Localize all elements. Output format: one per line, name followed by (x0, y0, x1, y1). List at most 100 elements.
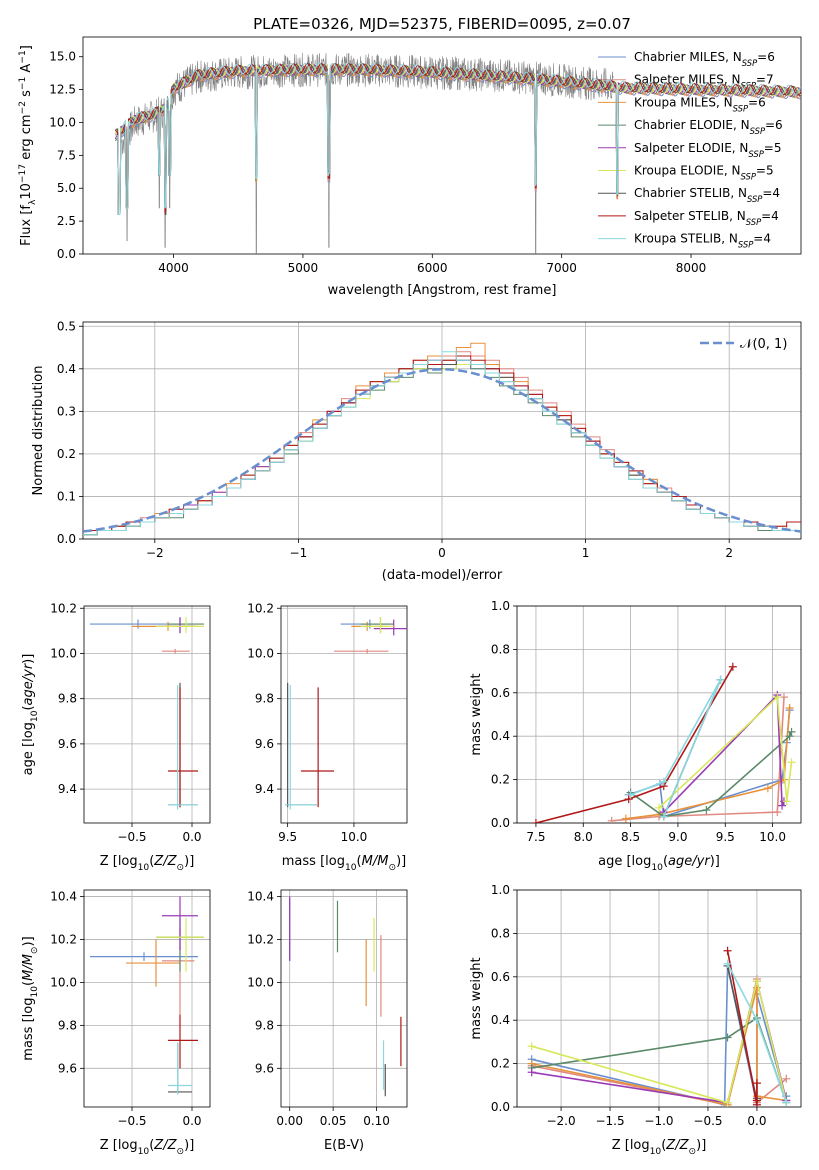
weight-marker (702, 805, 711, 814)
y-tick-label: 10.4 (50, 889, 77, 903)
y-tick-label: 10.0 (50, 646, 77, 660)
x-tick-label: 8.5 (621, 830, 640, 844)
x-axis-label: age [log10(age/yr)] (598, 854, 720, 873)
y-tick-label: 7.5 (57, 148, 76, 162)
weight-line (630, 731, 793, 818)
weight-marker (778, 801, 787, 810)
legend-entry: Kroupa STELIB, NSSP=4 (634, 232, 771, 250)
y-tick-label: 0.2 (57, 447, 76, 461)
weight-marker (659, 777, 668, 786)
weight-marker (752, 1096, 761, 1105)
x-tick-label: −1 (290, 546, 308, 560)
weight-marker (782, 797, 791, 806)
x-tick-label: −0.5 (117, 1114, 146, 1128)
x-tick-label: 0.10 (363, 1114, 390, 1128)
weight-marker (782, 1074, 791, 1083)
weight-marker (787, 758, 796, 767)
y-tick-label: 0.0 (491, 816, 510, 830)
y-tick-label: 0.4 (57, 362, 76, 376)
weight-line (630, 679, 722, 817)
y-tick-label: 9.4 (58, 782, 77, 796)
weight-marker (763, 784, 772, 793)
age-vs-z-frame (83, 605, 211, 824)
x-axis-label: wavelength [Angstrom, rest frame] (328, 283, 557, 298)
weight-vs-z-axes: −2.0 −1.5 −1.0 −0.5 0.0 0.0 0.2 0.4 0.6 0.8 1.0 Z [… (469, 883, 802, 1157)
weight-vs-age-plot (531, 662, 796, 823)
weight-marker (723, 1098, 732, 1107)
y-tick-label: 9.6 (58, 1061, 77, 1075)
legend-entry: Chabrier ELODIE, NSSP=6 (634, 118, 783, 136)
y-tick-label: 10.0 (49, 115, 76, 129)
y-tick-label: 0.6 (491, 686, 510, 700)
weight-marker (787, 727, 796, 736)
weight-marker (527, 1068, 536, 1077)
y-axis-label: Normed distribution (31, 366, 46, 496)
weight-marker (716, 675, 725, 684)
y-axis-label: mass weight (469, 957, 484, 1039)
y-tick-label: 10.0 (247, 646, 274, 660)
model-spectrum (114, 65, 801, 215)
x-tick-label: 7.5 (526, 830, 545, 844)
age-vs-z-plot (90, 617, 204, 810)
y-tick-label: 9.8 (255, 1018, 274, 1032)
legend-entry: Kroupa ELODIE, NSSP=5 (634, 164, 774, 182)
y-tick-label: 1.0 (491, 883, 510, 897)
mass-vs-z-axes: −0.5 0.0 9.6 9.8 10.0 10.2 10.4 Z [log10(Z/Z⊙)]… (21, 889, 211, 1157)
x-tick-label: 9.0 (668, 830, 687, 844)
mass-vs-ebv-axes: 0.00 0.05 0.10 9.6 9.8 10.0 10.2 10.4 E(B-V) (247, 889, 408, 1153)
model-spectrum (114, 62, 801, 215)
y-tick-label: 9.4 (255, 782, 274, 796)
x-tick-label: 0.00 (276, 1114, 303, 1128)
x-axis-label: mass [log10(M/M⊙)] (282, 854, 406, 873)
age-vs-mass-plot (284, 617, 407, 810)
weight-line (535, 666, 734, 823)
weight-line (531, 980, 788, 1104)
y-tick-label: 0.0 (57, 247, 76, 261)
spectrum-frame (82, 36, 802, 255)
y-tick-label: 10.4 (247, 889, 274, 903)
x-tick-label: −2.0 (546, 1114, 575, 1128)
y-tick-label: 0.8 (491, 642, 510, 656)
residuals-frame (82, 321, 802, 540)
weight-line (625, 707, 791, 820)
y-tick-label: 12.5 (49, 83, 76, 97)
x-axis-label: Z [log10(Z/Z⊙)] (100, 1138, 195, 1157)
weight-marker (723, 959, 732, 968)
model-spectrum (114, 63, 801, 215)
y-tick-label: 0.4 (491, 729, 510, 743)
figure-title: PLATE=0326, MJD=52375, FIBERID=0095, z=0… (253, 15, 631, 33)
weight-marker (752, 1016, 761, 1025)
y-tick-label: 0.6 (491, 970, 510, 984)
weight-marker (752, 977, 761, 986)
spectrum-axes: 4000 5000 6000 7000 8000 0.0 2.5 5.0 7.5 10.0 12.5… (18, 36, 802, 298)
x-tick-label: 6000 (417, 261, 448, 275)
y-tick-label: 0.1 (57, 489, 76, 503)
weight-marker (782, 1098, 791, 1107)
mass-vs-ebv-plot (289, 896, 402, 1097)
weight-line (663, 693, 785, 813)
weight-marker (752, 1079, 761, 1088)
y-tick-label: 10.2 (247, 932, 274, 946)
weight-marker (659, 812, 668, 821)
y-tick-label: 0.0 (491, 1100, 510, 1114)
y-tick-label: 9.8 (58, 692, 77, 706)
x-tick-label: 5000 (288, 261, 319, 275)
x-tick-label: −1.5 (595, 1114, 624, 1128)
model-spectrum (114, 64, 801, 215)
y-tick-label: 0.2 (491, 1057, 510, 1071)
weight-marker (626, 790, 635, 799)
x-tick-label: 0.05 (320, 1114, 347, 1128)
spectrum-plot (114, 52, 801, 254)
model-spectrum (115, 63, 801, 215)
y-tick-label: 0.5 (57, 319, 76, 333)
x-axis-label: Z [log10(Z/Z⊙)] (612, 1138, 707, 1157)
weight-marker (723, 946, 732, 955)
x-tick-label: 9.5 (716, 830, 735, 844)
x-axis-label: Z [log10(Z/Z⊙)] (100, 854, 195, 873)
x-tick-label: 8.0 (574, 830, 593, 844)
legend-entry: Chabrier STELIB, NSSP=4 (634, 186, 780, 204)
legend-entry: Salpeter ELODIE, NSSP=5 (634, 141, 782, 159)
y-tick-label: 9.6 (58, 737, 77, 751)
x-tick-label: 8000 (676, 261, 707, 275)
